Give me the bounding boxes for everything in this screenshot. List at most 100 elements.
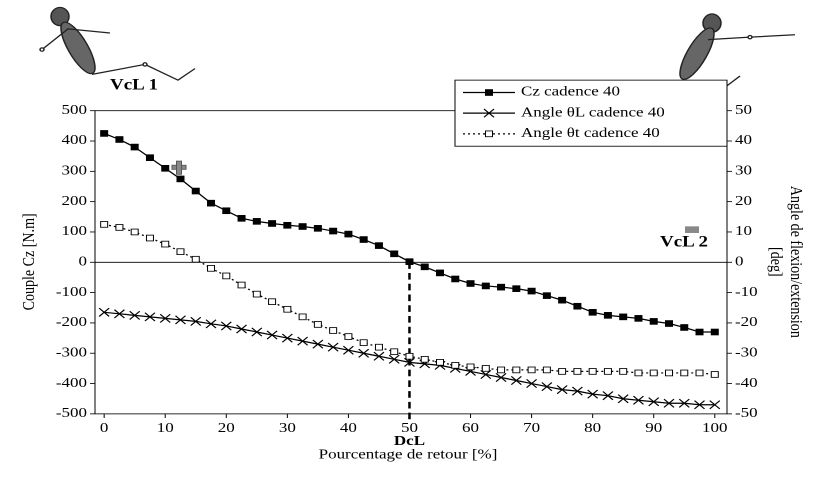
marker [617, 394, 629, 404]
y-tick-label: -300 [56, 345, 87, 360]
rect-icon [685, 226, 699, 233]
marker [100, 221, 109, 228]
y2-tick-label: -10 [735, 284, 758, 299]
marker [695, 369, 704, 377]
figure-right [679, 13, 796, 94]
y2-tick-label: -40 [735, 375, 758, 390]
series [100, 221, 719, 378]
marker [237, 215, 246, 222]
y2-tick-label: 30 [735, 163, 752, 178]
reference-label: DcL [394, 433, 425, 448]
marker [466, 363, 475, 371]
marker [710, 371, 719, 378]
x-tick-label: 70 [523, 420, 540, 435]
y-tick-label: 100 [62, 223, 88, 238]
marker [283, 221, 292, 229]
marker [512, 366, 521, 374]
marker [451, 275, 460, 283]
y2-tick-label: 20 [735, 193, 752, 208]
marker [159, 313, 171, 323]
marker [191, 187, 200, 195]
x-tick-label: 60 [462, 420, 479, 435]
marker [298, 313, 307, 321]
y2-tick-label: 40 [735, 133, 752, 148]
legend-label: Angle θL cadence 40 [521, 105, 665, 120]
marker [236, 324, 248, 334]
marker [222, 207, 231, 215]
marker [281, 333, 293, 343]
x-tick-label: 50 [401, 420, 418, 435]
legend-marker [483, 108, 495, 118]
marker [190, 316, 202, 326]
y2-axis-title: [deg] [767, 247, 786, 277]
marker [678, 398, 690, 408]
marker [649, 369, 658, 377]
marker [390, 250, 399, 258]
marker [527, 366, 536, 374]
marker [130, 143, 139, 151]
marker [144, 312, 156, 322]
marker [313, 225, 322, 232]
marker [632, 395, 644, 405]
marker [98, 307, 110, 317]
marker [573, 368, 582, 375]
series-line [103, 132, 715, 333]
x-tick-label: 10 [157, 420, 174, 435]
marker [664, 369, 673, 377]
marker [634, 369, 643, 377]
marker [298, 223, 307, 230]
marker [405, 258, 414, 265]
marker [663, 398, 675, 408]
marker [358, 348, 370, 358]
marker [297, 336, 309, 346]
marker [619, 313, 628, 321]
marker [268, 298, 277, 305]
marker [602, 391, 614, 401]
y-tick-label: 300 [62, 163, 88, 178]
marker [542, 366, 551, 374]
marker [404, 357, 415, 367]
marker [588, 368, 597, 375]
legend-label: Cz cadence 40 [521, 84, 620, 99]
marker [359, 236, 368, 243]
marker [451, 362, 460, 369]
marker [571, 386, 583, 396]
marker [541, 382, 553, 392]
marker [527, 287, 536, 295]
marker [481, 282, 490, 290]
x-tick-label: 30 [279, 420, 296, 435]
marker [588, 309, 597, 316]
marker [161, 164, 170, 172]
y2-tick-label: 0 [735, 254, 744, 269]
marker [648, 397, 660, 407]
marker [680, 324, 689, 331]
x-tick-label: 40 [340, 420, 357, 435]
figure-left [39, 6, 196, 81]
marker [329, 327, 338, 334]
marker [145, 234, 154, 242]
marker [130, 228, 139, 236]
series [98, 307, 721, 410]
series [100, 130, 719, 336]
marker [344, 333, 353, 340]
y-tick-label: 200 [62, 193, 88, 208]
marker [556, 385, 568, 395]
marker [497, 366, 506, 374]
y-tick-label: -200 [56, 314, 87, 329]
marker [388, 354, 400, 364]
marker [405, 352, 414, 360]
marker [374, 343, 383, 351]
y2-tick-label: -30 [735, 345, 758, 360]
marker [191, 255, 200, 263]
marker [312, 339, 324, 349]
marker [113, 309, 125, 319]
marker [283, 305, 292, 313]
marker [129, 310, 141, 320]
marker [220, 321, 232, 331]
marker [390, 348, 399, 356]
marker [145, 154, 154, 161]
marker [542, 292, 551, 299]
marker [634, 315, 643, 322]
marker [603, 312, 612, 319]
